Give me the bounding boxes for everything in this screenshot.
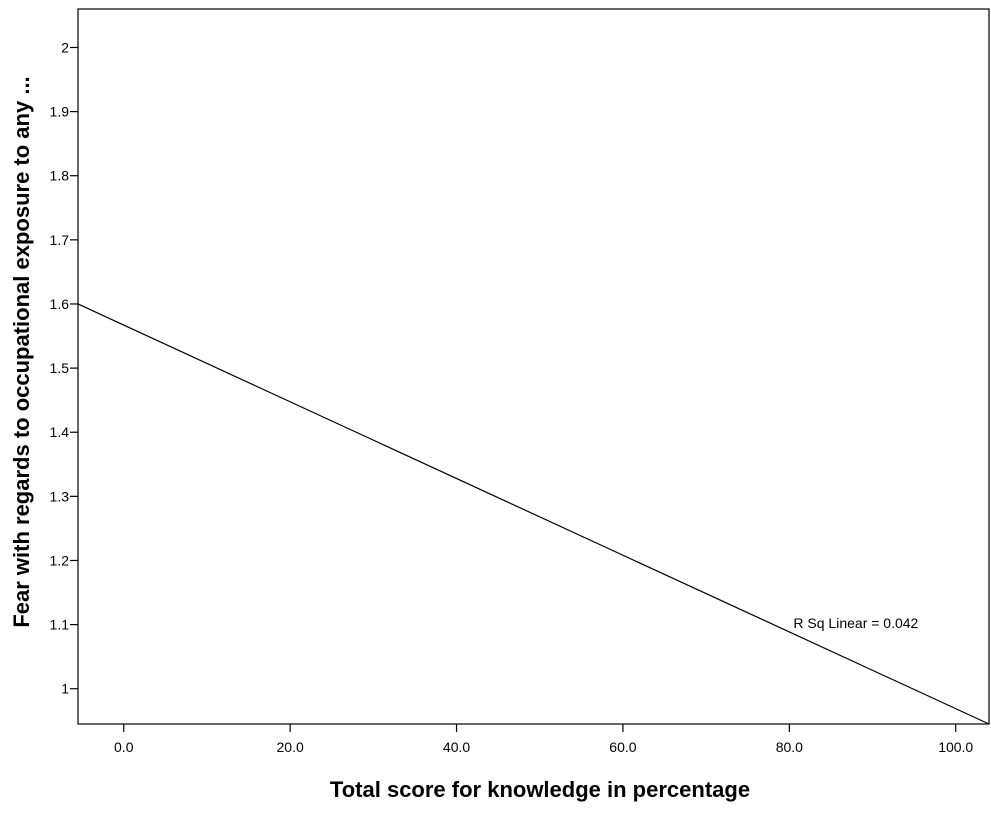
y-tick-label: 1.5 — [50, 360, 70, 376]
y-tick-label: 1.3 — [50, 488, 70, 504]
y-tick-label: 1.8 — [50, 168, 70, 184]
y-tick-label: 1.2 — [50, 552, 70, 568]
y-tick-label: 1.6 — [50, 296, 70, 312]
x-tick-label: 100.0 — [938, 739, 973, 755]
fit-line — [77, 303, 990, 725]
x-tick-label: 0.0 — [114, 739, 134, 755]
y-tick-label: 1.9 — [50, 104, 70, 120]
y-axis: 1 1.1 1.2 1.3 1.4 1.5 1.6 1.7 1.8 1.9 2 — [50, 39, 78, 697]
r-squared-annotation: R Sq Linear = 0.042 — [793, 615, 918, 631]
x-tick-label: 80.0 — [776, 739, 803, 755]
y-axis-title: Fear with regards to occupational exposu… — [9, 76, 34, 627]
x-tick-label: 20.0 — [277, 739, 304, 755]
y-tick-label: 2 — [61, 39, 69, 55]
y-tick-label: 1.1 — [50, 617, 70, 633]
y-tick-label: 1.4 — [50, 424, 70, 440]
x-tick-label: 60.0 — [609, 739, 636, 755]
x-tick-label: 40.0 — [443, 739, 470, 755]
plot-frame — [77, 8, 990, 725]
y-tick-label: 1.7 — [50, 232, 70, 248]
x-axis: 0.0 20.0 40.0 60.0 80.0 100.0 — [114, 724, 973, 755]
y-tick-label: 1 — [61, 681, 69, 697]
x-axis-title: Total score for knowledge in percentage — [330, 777, 750, 802]
